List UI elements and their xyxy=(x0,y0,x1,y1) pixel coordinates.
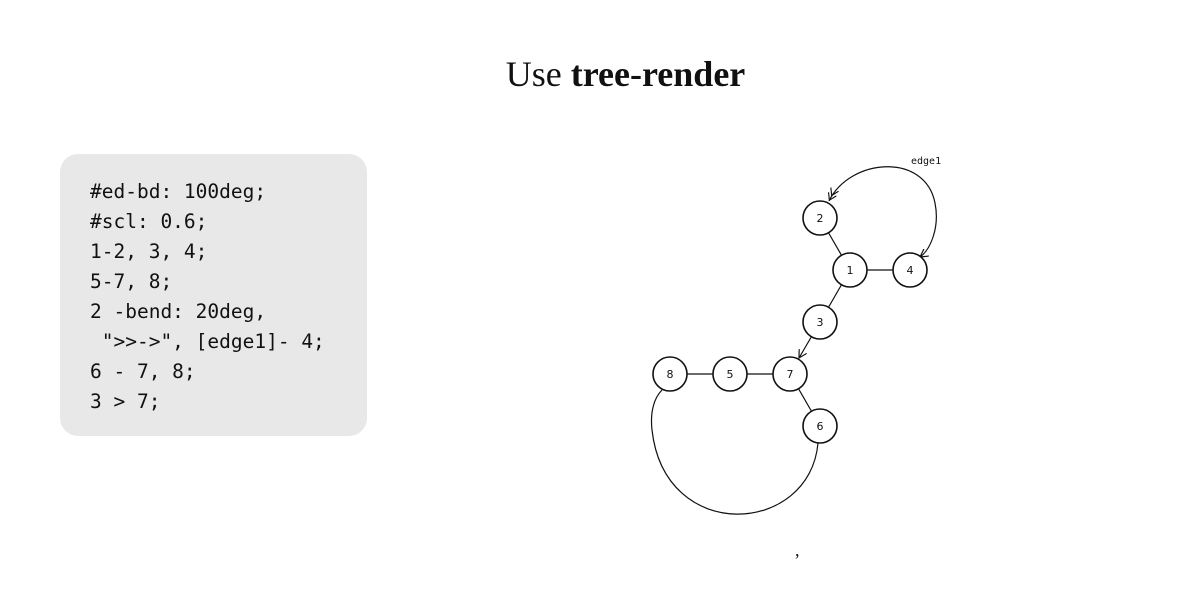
node-label: 6 xyxy=(817,420,824,433)
node-7: 7 xyxy=(772,356,808,392)
title-prefix: Use xyxy=(505,54,571,94)
node-6: 6 xyxy=(802,408,838,444)
edge-6-8 xyxy=(650,389,819,515)
code-line: 5-7, 8; xyxy=(90,270,173,293)
edges-layer xyxy=(650,166,937,515)
node-2: 2 xyxy=(802,200,838,236)
node-5: 5 xyxy=(712,356,748,392)
node-1: 1 xyxy=(832,252,868,288)
code-line: #scl: 0.6; xyxy=(90,210,208,233)
node-8: 8 xyxy=(652,356,688,392)
node-label: 1 xyxy=(847,264,854,277)
node-label: 3 xyxy=(817,316,824,329)
node-label: 8 xyxy=(667,368,674,381)
nodes-layer: 2 1 4 3 8 5 7 6 xyxy=(652,200,928,444)
node-4: 4 xyxy=(892,252,928,288)
code-block: #ed-bd: 100deg; #scl: 0.6; 1-2, 3, 4; 5-… xyxy=(60,154,367,436)
node-label: 4 xyxy=(907,264,914,277)
code-line: ">>->", [edge1]- 4; xyxy=(90,330,325,353)
code-line: #ed-bd: 100deg; xyxy=(90,180,267,203)
edge-label-edge1: edge1 xyxy=(911,156,941,167)
code-line: 2 -bend: 20deg, xyxy=(90,300,267,323)
title-emphasis: tree-render xyxy=(570,54,746,94)
edge-2-4-edge1 xyxy=(829,166,937,257)
code-line: 3 > 7; xyxy=(90,390,161,413)
node-label: 2 xyxy=(817,212,824,225)
node-label: 7 xyxy=(787,368,794,381)
node-3: 3 xyxy=(802,304,838,340)
trailing-comma: , xyxy=(795,540,800,560)
slide-title: Use tree-render xyxy=(0,52,1191,96)
code-line: 1-2, 3, 4; xyxy=(90,240,208,263)
node-label: 5 xyxy=(727,368,734,381)
code-line: 6 - 7, 8; xyxy=(90,360,196,383)
